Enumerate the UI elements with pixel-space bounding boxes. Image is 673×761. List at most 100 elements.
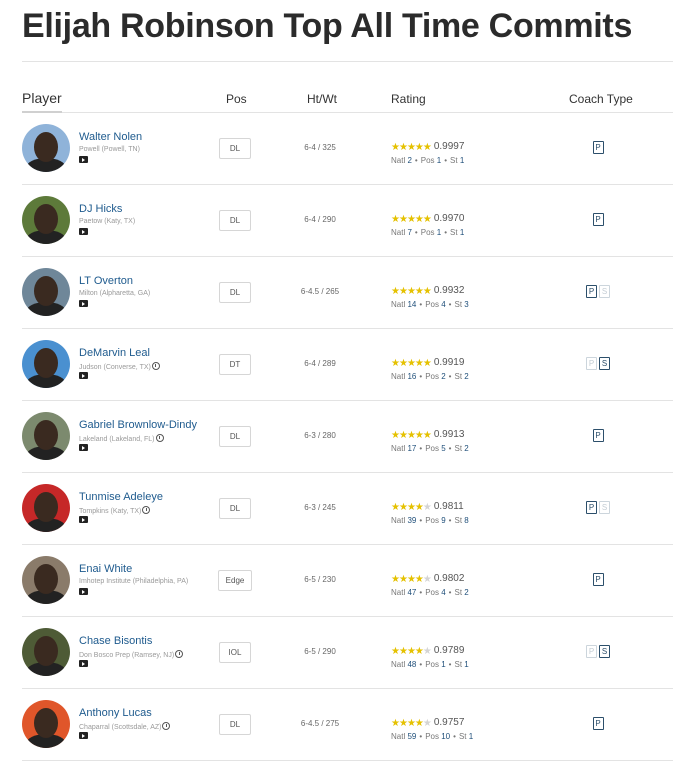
player-avatar[interactable] (22, 484, 70, 532)
header-coach-type[interactable]: Coach Type (569, 92, 633, 106)
player-name-link[interactable]: DJ Hicks (79, 203, 123, 215)
active-column-indicator (22, 111, 62, 113)
page-title: Elijah Robinson Top All Time Commits (22, 7, 633, 45)
natl-rank[interactable]: 39 (407, 516, 417, 525)
star-icon: ★ (414, 214, 424, 225)
player-avatar[interactable] (22, 340, 70, 388)
player-school: Don Bosco Prep (Ramsey, NJ) (79, 650, 184, 659)
pos-rank[interactable]: 9 (441, 516, 446, 525)
pos-rank[interactable]: 10 (441, 732, 451, 741)
coach-type-badge: P (586, 645, 597, 658)
star-icon: ★ (398, 142, 408, 153)
star-icon: ★ (422, 718, 432, 729)
position-badge: DL (219, 210, 251, 231)
player-avatar[interactable] (22, 412, 70, 460)
rankings: Natl 59 • Pos 10 • St 1 (391, 732, 474, 741)
rating: ★★★★★ 0.9802 Natl 47 • Pos 4 • St 2 (391, 568, 469, 597)
natl-rank[interactable]: 17 (407, 444, 417, 453)
natl-rank[interactable]: 14 (407, 300, 417, 309)
height-weight: 6-4 / 290 (304, 215, 336, 224)
video-icon[interactable] (79, 588, 88, 595)
star-rating: ★★★★★ (391, 430, 432, 441)
header-player[interactable]: Player (22, 90, 62, 106)
natl-rank[interactable]: 16 (407, 372, 417, 381)
star-icon: ★ (391, 286, 400, 297)
player-avatar[interactable] (22, 700, 70, 748)
star-icon: ★ (391, 502, 400, 513)
height-weight: 6-3 / 280 (304, 431, 336, 440)
video-icon[interactable] (79, 300, 88, 307)
rating: ★★★★★ 0.9932 Natl 14 • Pos 4 • St 3 (391, 280, 469, 309)
state-rank[interactable]: 8 (464, 516, 469, 525)
rating-score: 0.9970 (433, 213, 465, 224)
player-name-link[interactable]: Walter Nolen (79, 131, 143, 143)
natl-label: Natl (391, 156, 406, 165)
header-htwt[interactable]: Ht/Wt (307, 92, 337, 106)
position-badge: DT (219, 354, 251, 375)
player-name-link[interactable]: Tunmise Adeleye (79, 491, 163, 503)
video-icon[interactable] (79, 156, 88, 163)
star-icon: ★ (406, 502, 416, 513)
coach-type: P (567, 141, 629, 154)
state-rank[interactable]: 1 (459, 156, 465, 165)
header-rating[interactable]: Rating (391, 92, 426, 106)
state-rank[interactable]: 2 (464, 444, 469, 453)
player-avatar[interactable] (22, 124, 70, 172)
state-rank[interactable]: 1 (468, 732, 474, 741)
pos-rank[interactable]: 1 (441, 660, 446, 669)
coach-type-badge: S (599, 285, 610, 298)
natl-rank[interactable]: 7 (407, 228, 412, 237)
player-name-link[interactable]: Chase Bisontis (79, 635, 153, 647)
player-school: Imhotep Institute (Philadelphia, PA) (79, 578, 188, 585)
video-icon[interactable] (79, 444, 88, 451)
video-icon[interactable] (79, 372, 88, 379)
header-pos[interactable]: Pos (226, 92, 247, 106)
rating: ★★★★★ 0.9919 Natl 16 • Pos 2 • St 2 (391, 352, 469, 381)
video-icon[interactable] (79, 660, 88, 667)
pos-rank[interactable]: 1 (436, 156, 442, 165)
title-divider (22, 61, 673, 62)
star-icon: ★ (422, 430, 432, 441)
position-badge: DL (219, 138, 251, 159)
pos-rank[interactable]: 2 (441, 372, 446, 381)
position-badge: DL (219, 426, 251, 447)
player-school: Milton (Alpharetta, GA) (79, 290, 150, 297)
star-icon: ★ (422, 214, 432, 225)
pos-rank[interactable]: 4 (441, 588, 446, 597)
player-name-link[interactable]: DeMarvin Leal (79, 347, 150, 359)
pos-rank[interactable]: 5 (441, 444, 446, 453)
player-avatar[interactable] (22, 268, 70, 316)
natl-label: Natl (391, 372, 406, 381)
state-rank[interactable]: 3 (464, 300, 469, 309)
video-icon[interactable] (79, 228, 88, 235)
coach-type-badge: P (592, 717, 604, 730)
state-rank[interactable]: 2 (464, 372, 469, 381)
player-avatar[interactable] (22, 196, 70, 244)
player-name-link[interactable]: Anthony Lucas (79, 707, 152, 719)
natl-rank[interactable]: 48 (407, 660, 417, 669)
pos-rank[interactable]: 4 (441, 300, 446, 309)
clock-icon (151, 362, 160, 370)
video-icon[interactable] (79, 732, 88, 739)
state-rank[interactable]: 1 (464, 660, 469, 669)
player-name-link[interactable]: Enai White (79, 563, 133, 575)
star-icon: ★ (414, 502, 424, 513)
star-rating: ★★★★★ (391, 718, 432, 729)
rating: ★★★★★ 0.9970 Natl 7 • Pos 1 • St 1 (391, 208, 464, 237)
rankings: Natl 2 • Pos 1 • St 1 (391, 156, 465, 165)
position-badge: DL (219, 498, 251, 519)
video-icon[interactable] (79, 516, 88, 523)
natl-rank[interactable]: 2 (407, 156, 412, 165)
player-name-link[interactable]: LT Overton (79, 275, 134, 287)
clock-icon (142, 506, 151, 514)
state-rank[interactable]: 1 (459, 228, 465, 237)
pos-rank[interactable]: 1 (436, 228, 442, 237)
natl-rank[interactable]: 47 (407, 588, 417, 597)
player-avatar[interactable] (22, 556, 70, 604)
star-icon: ★ (422, 142, 432, 153)
player-avatar[interactable] (22, 628, 70, 676)
natl-label: Natl (391, 732, 406, 741)
player-name-link[interactable]: Gabriel Brownlow-Dindy (79, 419, 197, 431)
state-rank[interactable]: 2 (464, 588, 469, 597)
natl-rank[interactable]: 59 (407, 732, 417, 741)
